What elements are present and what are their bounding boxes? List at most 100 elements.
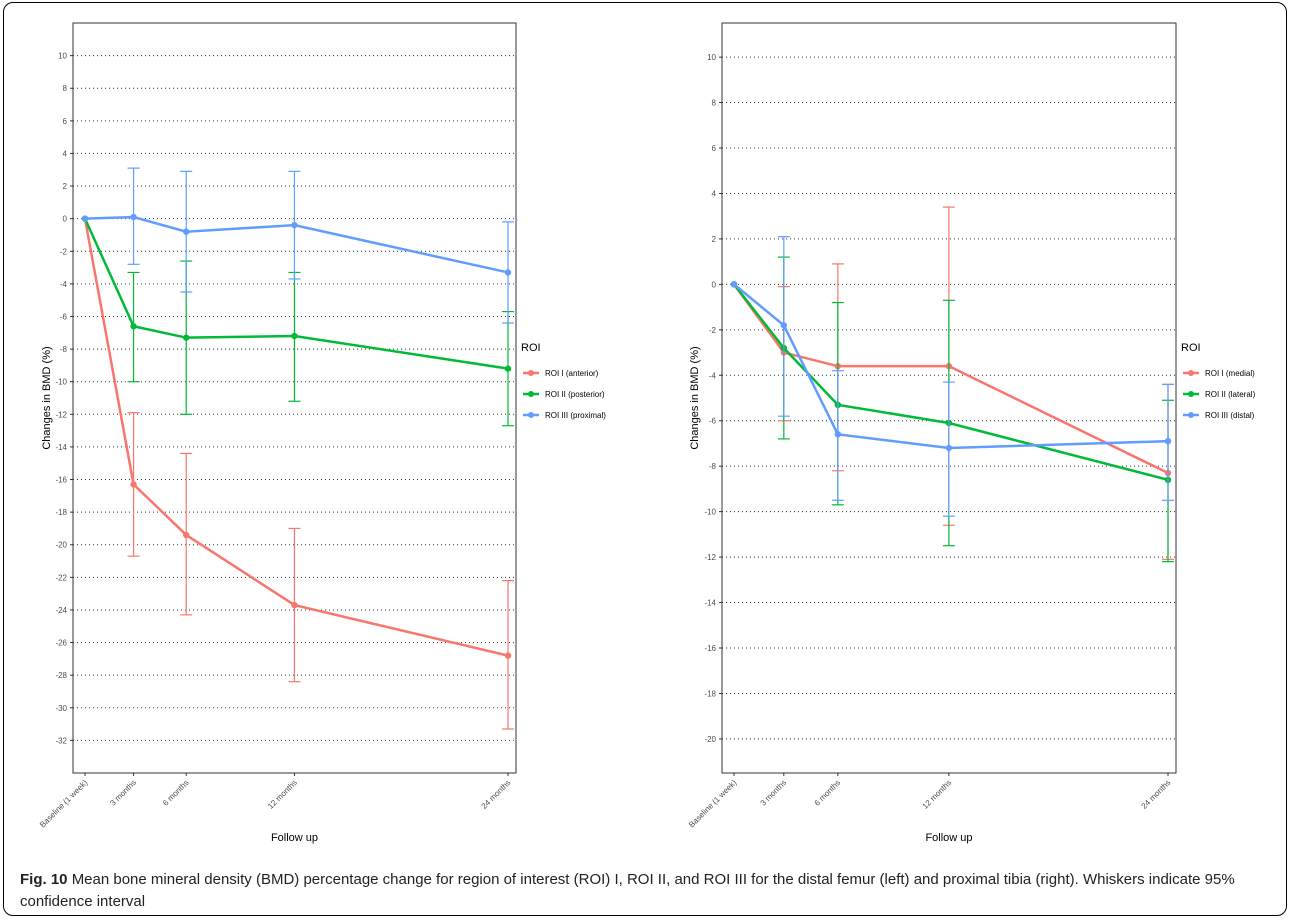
y-tick-label: -18 xyxy=(55,508,67,517)
x-axis-title: Follow up xyxy=(925,832,972,844)
chart-panel-1: 10 8 6 4 2 0 -2 -4 -6 -8 -10 -12 -14 -16 -18 -20 -22 -24 -… xyxy=(38,22,606,844)
x-tick-label: 3 months xyxy=(108,778,138,808)
y-tick-label: 2 xyxy=(63,182,68,191)
y-tick-label: -12 xyxy=(704,553,716,562)
y-tick-label: -12 xyxy=(55,410,67,419)
data-point xyxy=(834,431,842,438)
y-tick-label: 6 xyxy=(63,117,68,126)
x-tick-label: 12 months xyxy=(921,778,954,811)
series-line xyxy=(83,218,509,370)
y-tick-label: -32 xyxy=(55,736,67,745)
y-tick-label: 2 xyxy=(712,235,717,244)
legend-label: ROI I (anterior) xyxy=(545,369,599,378)
x-tick-label: Baseline (1 week) xyxy=(38,778,90,830)
legend-key-point xyxy=(528,391,534,397)
x-tick-label: 24 months xyxy=(480,778,513,811)
x-axis-title: Follow up xyxy=(271,832,318,844)
y-tick-label: -6 xyxy=(709,417,717,426)
data-point xyxy=(183,334,190,341)
data-point xyxy=(504,269,512,276)
chart-panel-2: 10 8 6 4 2 0 -2 -4 -6 -8 -10 -12 -14 -16 -18 -20 Baselin… xyxy=(687,22,1256,844)
y-tick-label: -4 xyxy=(60,280,68,289)
data-point xyxy=(291,332,298,340)
data-point xyxy=(130,323,137,330)
data-point xyxy=(1164,437,1172,445)
legend-label: ROI II (lateral) xyxy=(1205,390,1256,399)
x-tick-label: 12 months xyxy=(266,778,299,811)
y-tick-label: -8 xyxy=(709,462,717,471)
x-tick-label: Baseline (1 week) xyxy=(687,778,739,830)
y-tick-label: 8 xyxy=(712,99,717,108)
y-tick-label: -14 xyxy=(704,599,716,608)
y-axis-title: Changes in BMD (%) xyxy=(41,346,53,449)
y-tick-label: 10 xyxy=(58,52,67,61)
data-point xyxy=(81,215,89,222)
y-tick-label: -8 xyxy=(60,345,68,354)
y-tick-label: -26 xyxy=(55,639,67,648)
data-point xyxy=(291,221,298,229)
legend: ROI ROI I (anterior) ROI II (posterior) ROI… xyxy=(521,342,606,420)
legend-key-point xyxy=(528,370,534,376)
caption-label: Fig. 10 xyxy=(20,871,68,888)
y-tick-label: -14 xyxy=(55,443,67,452)
data-point xyxy=(780,322,788,329)
y-tick-label: 4 xyxy=(63,149,68,158)
figure-charts: 1086420-2-4-6-8-10-12-14-16-18-20-22-24-… xyxy=(38,22,1256,844)
data-point xyxy=(504,652,512,659)
legend: ROI ROI I (medial) ROI II (lateral) ROI III… xyxy=(1181,342,1256,420)
legend-key-point xyxy=(1188,412,1194,418)
y-tick-label: 0 xyxy=(712,280,717,289)
legend-title: ROI xyxy=(1181,342,1201,354)
x-tick-label: 24 months xyxy=(1140,778,1173,811)
legend-key-point xyxy=(1188,391,1194,397)
series-line xyxy=(83,218,509,657)
y-tick-label: -30 xyxy=(55,704,67,713)
series-1 xyxy=(81,215,514,730)
data-point xyxy=(130,481,137,488)
legend-label: ROI II (posterior) xyxy=(545,390,605,399)
y-tick-label: -20 xyxy=(55,541,67,550)
y-tick-label: -10 xyxy=(55,378,67,387)
data-point xyxy=(291,601,298,609)
series-3 xyxy=(81,167,514,324)
legend-label: ROI III (proximal) xyxy=(545,411,606,420)
series-3 xyxy=(730,236,1174,517)
y-tick-label: -20 xyxy=(704,735,716,744)
y-tick-label: 6 xyxy=(712,144,717,153)
y-tick-label: 4 xyxy=(712,189,717,198)
y-tick-label: -4 xyxy=(709,371,717,380)
y-tick-label: -22 xyxy=(55,573,67,582)
x-tick-label: 3 months xyxy=(759,778,789,808)
plot-panel-border xyxy=(721,22,1177,774)
legend-label: ROI I (medial) xyxy=(1205,369,1255,378)
series-line xyxy=(732,283,1169,475)
y-tick-label: -28 xyxy=(55,671,67,680)
y-tick-label: -2 xyxy=(60,247,68,256)
data-point xyxy=(730,281,738,288)
y-tick-label: 8 xyxy=(63,84,68,93)
legend-key-point xyxy=(528,412,534,418)
y-tick-label: -6 xyxy=(60,312,68,321)
y-tick-label: -16 xyxy=(704,644,716,653)
legend-key-point xyxy=(1188,370,1194,376)
data-point xyxy=(183,531,190,539)
data-point xyxy=(130,213,137,221)
plot-panel-border xyxy=(72,22,517,774)
legend-label: ROI III (distal) xyxy=(1205,411,1255,420)
y-axis-title: Changes in BMD (%) xyxy=(689,346,701,449)
y-tick-label: -24 xyxy=(55,606,67,615)
data-point xyxy=(183,228,190,235)
series-2 xyxy=(81,215,514,427)
data-point xyxy=(504,365,512,372)
y-tick-label: -2 xyxy=(709,326,717,335)
figure-caption: Fig. 10 Mean bone mineral density (BMD) … xyxy=(20,869,1275,913)
x-tick-label: 6 months xyxy=(813,778,843,808)
y-tick-label: -18 xyxy=(704,689,716,698)
y-tick-label: 10 xyxy=(707,53,716,62)
y-tick-label: -16 xyxy=(55,476,67,485)
y-tick-label: 0 xyxy=(63,215,68,224)
y-tick-label: -10 xyxy=(704,508,716,517)
figure-frame: 10 8 6 4 2 0 -2 -4 -6 -8 -10 -12 -14 -16 -18 -20 -22 -24-… xyxy=(3,2,1287,916)
legend-title: ROI xyxy=(521,342,541,354)
data-point xyxy=(945,444,953,452)
